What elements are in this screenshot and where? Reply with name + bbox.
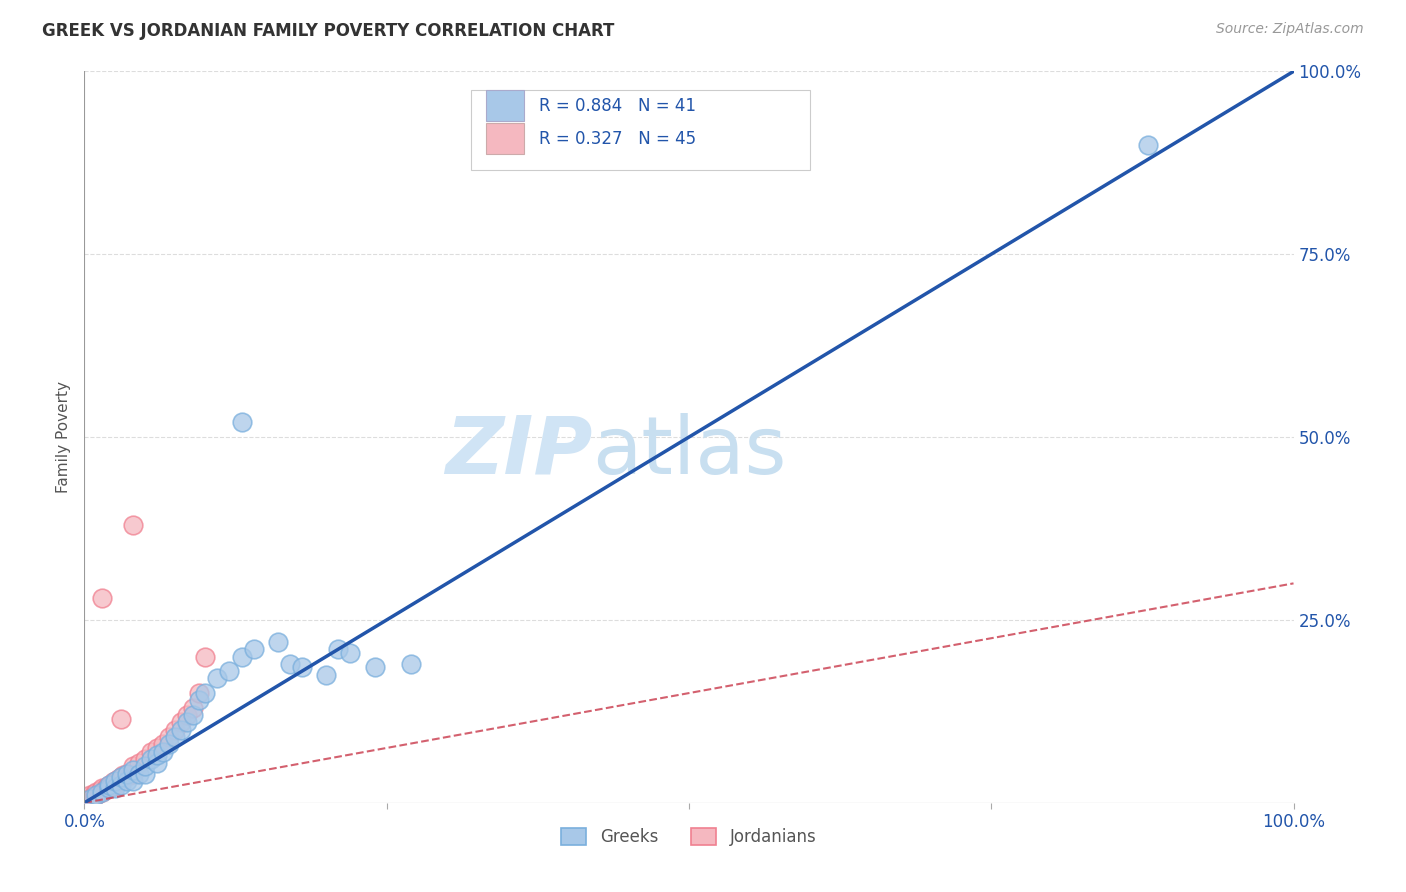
Point <box>79 792 101 806</box>
Point <box>139 752 162 766</box>
Point <box>242 642 264 657</box>
Point <box>170 723 193 737</box>
Point <box>90 782 112 797</box>
Point <box>339 646 361 660</box>
Point <box>176 715 198 730</box>
Point <box>110 770 132 784</box>
Point <box>110 773 132 788</box>
Point <box>146 756 169 770</box>
Point <box>91 781 114 796</box>
Legend: Greeks, Jordanians: Greeks, Jordanians <box>555 822 823 853</box>
Point <box>146 748 169 763</box>
Point <box>79 789 101 803</box>
Point <box>231 416 253 430</box>
Point <box>152 745 174 759</box>
Point <box>121 766 143 780</box>
Point <box>188 686 211 700</box>
Point <box>79 792 101 806</box>
Point <box>231 649 253 664</box>
Point <box>91 785 114 799</box>
Point <box>181 700 204 714</box>
Point <box>218 664 240 678</box>
Point <box>110 770 132 784</box>
Point <box>120 768 142 782</box>
Point <box>104 778 127 792</box>
Point <box>94 781 117 796</box>
Point <box>181 708 204 723</box>
Point <box>84 789 107 803</box>
Point <box>363 660 385 674</box>
Point <box>146 740 169 755</box>
Point <box>194 686 217 700</box>
Point <box>207 672 229 686</box>
Point <box>97 781 120 796</box>
Point <box>134 766 156 780</box>
Point <box>86 785 108 799</box>
Point <box>291 660 314 674</box>
Point <box>86 789 108 803</box>
Point <box>134 759 156 773</box>
Point <box>128 756 150 770</box>
Point <box>97 778 120 792</box>
Text: Source: ZipAtlas.com: Source: ZipAtlas.com <box>1216 22 1364 37</box>
Point <box>121 759 143 773</box>
Point <box>170 715 193 730</box>
Point <box>165 730 187 744</box>
Y-axis label: Family Poverty: Family Poverty <box>56 381 72 493</box>
Point <box>328 642 350 657</box>
Point <box>112 768 135 782</box>
Point <box>115 766 138 780</box>
Point <box>157 730 180 744</box>
Point <box>165 723 187 737</box>
Point <box>399 657 422 671</box>
Point <box>86 789 108 803</box>
Point <box>110 778 132 792</box>
Point <box>97 781 120 796</box>
Point <box>139 745 162 759</box>
Text: R = 0.327   N = 45: R = 0.327 N = 45 <box>538 129 696 148</box>
Point <box>87 786 110 800</box>
FancyBboxPatch shape <box>471 90 810 170</box>
Point <box>115 773 138 788</box>
Point <box>96 780 118 794</box>
Point <box>82 789 104 804</box>
Point <box>94 782 117 797</box>
Point <box>91 591 114 605</box>
Point <box>100 780 122 794</box>
Point <box>115 766 138 780</box>
Point <box>104 773 127 788</box>
Text: R = 0.884   N = 41: R = 0.884 N = 41 <box>538 96 696 115</box>
Point <box>104 781 127 796</box>
Point <box>157 737 180 751</box>
Point <box>110 712 132 726</box>
Point <box>128 766 150 780</box>
FancyBboxPatch shape <box>486 90 524 121</box>
Point <box>152 737 174 751</box>
Text: ZIP: ZIP <box>444 413 592 491</box>
Point <box>91 785 114 799</box>
Point <box>278 657 301 671</box>
Point <box>267 635 290 649</box>
FancyBboxPatch shape <box>486 123 524 154</box>
Point <box>121 517 143 532</box>
Point <box>176 708 198 723</box>
Point <box>107 772 129 787</box>
Point <box>89 785 111 799</box>
Point <box>101 778 124 792</box>
Point <box>121 763 143 777</box>
Point <box>97 778 120 792</box>
Point <box>83 787 105 801</box>
Point <box>104 773 127 788</box>
Point <box>188 693 211 707</box>
Text: atlas: atlas <box>592 413 786 491</box>
Point <box>121 773 143 788</box>
Point <box>134 752 156 766</box>
Point <box>194 649 217 664</box>
Point <box>1137 137 1160 152</box>
Point <box>103 775 125 789</box>
Text: GREEK VS JORDANIAN FAMILY POVERTY CORRELATION CHART: GREEK VS JORDANIAN FAMILY POVERTY CORREL… <box>42 22 614 40</box>
Point <box>315 667 337 681</box>
